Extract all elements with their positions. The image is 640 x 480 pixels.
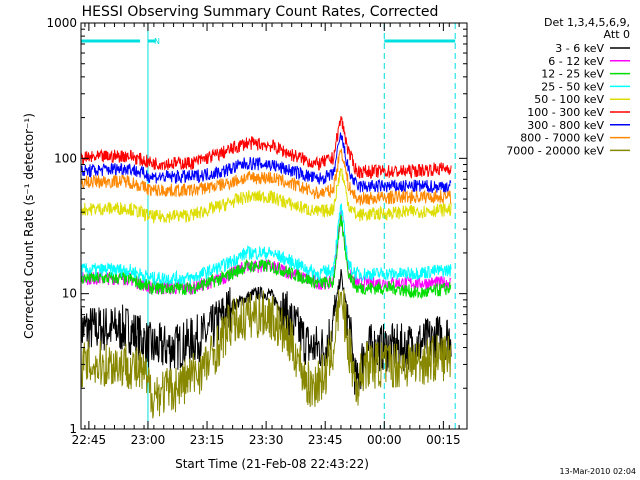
legend-entry-label: 300 - 800 keV: [527, 119, 604, 132]
legend-header-line2: Att 0: [604, 28, 630, 41]
x-tick-label: 23:45: [308, 433, 343, 447]
x-tick-label: 23:30: [249, 433, 284, 447]
legend-header-line1: Det 1,3,4,5,6,9,: [544, 16, 630, 29]
x-tick-label: 23:15: [190, 433, 225, 447]
legend-entry-label: 12 - 25 keV: [541, 68, 604, 81]
x-tick-label: 00:00: [367, 433, 402, 447]
series-line: [80, 116, 452, 180]
status-flag: N: [154, 37, 160, 46]
y-tick-label: 100: [54, 151, 77, 165]
x-tick-label: 23:00: [131, 433, 166, 447]
plot-frame: [80, 22, 468, 430]
y-tick-label: 1: [69, 422, 77, 436]
series-line: [80, 203, 452, 286]
series-line: [80, 148, 452, 206]
legend-entry-label: 6 - 12 keV: [548, 55, 604, 68]
legend-entry-label: 3 - 6 keV: [555, 42, 604, 55]
y-tick-label: 10: [62, 287, 77, 301]
legend-entry-label: 7000 - 20000 keV: [506, 144, 604, 157]
series-line: [80, 213, 452, 300]
series-line: [80, 288, 452, 419]
x-tick-label: 00:15: [426, 433, 461, 447]
legend-entry-label: 100 - 300 keV: [527, 106, 604, 119]
x-axis-label: Start Time (21-Feb-08 22:43:22): [175, 457, 369, 471]
legend-entry-label: 800 - 7000 keV: [520, 132, 604, 145]
legend-entry-label: 25 - 50 keV: [541, 80, 604, 93]
y-tick-label: 1000: [46, 16, 77, 30]
y-axis-label: Corrected Count Rate (s⁻¹ detector⁻¹): [22, 113, 36, 339]
x-tick-label: 22:45: [72, 433, 107, 447]
legend-entry-label: 50 - 100 keV: [534, 93, 604, 106]
footer-timestamp: 13-Mar-2010 02:04: [560, 467, 637, 476]
series-line: [80, 167, 452, 224]
chart-title: HESSI Observing Summary Count Rates, Cor…: [82, 4, 439, 20]
series-line: [80, 132, 452, 194]
